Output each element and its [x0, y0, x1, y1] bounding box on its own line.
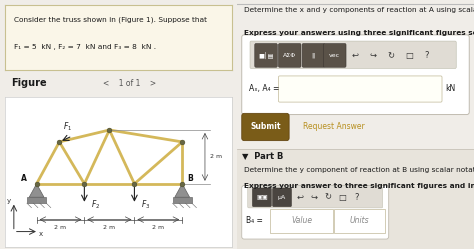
FancyBboxPatch shape	[255, 44, 277, 67]
Text: ||: ||	[311, 53, 316, 58]
Text: ↩: ↩	[352, 51, 359, 60]
FancyBboxPatch shape	[323, 44, 346, 67]
Text: Determine the x and y components of reaction at A using scalar notation.: Determine the x and y components of reac…	[244, 7, 474, 13]
Bar	[27, 197, 46, 203]
Text: Consider the truss shown in (Figure 1). Suppose that: Consider the truss shown in (Figure 1). …	[14, 17, 207, 23]
Bar	[173, 197, 192, 203]
FancyBboxPatch shape	[302, 44, 325, 67]
Text: ↪: ↪	[370, 51, 377, 60]
Text: ▼  Part B: ▼ Part B	[242, 151, 283, 160]
Text: B: B	[187, 174, 192, 183]
FancyBboxPatch shape	[273, 188, 292, 207]
Text: Submit: Submit	[250, 123, 281, 131]
Text: Aₓ, A₄ =: Aₓ, A₄ =	[249, 84, 279, 93]
Bar	[237, 149, 474, 249]
FancyBboxPatch shape	[250, 41, 456, 68]
Text: ?: ?	[355, 193, 359, 202]
Text: μA: μA	[278, 195, 286, 200]
Polygon shape	[29, 184, 44, 197]
FancyBboxPatch shape	[252, 188, 271, 207]
Text: $F_1$: $F_1$	[63, 121, 73, 133]
Text: x: x	[39, 231, 43, 237]
Bar	[270, 209, 333, 233]
Text: 2 m: 2 m	[55, 225, 66, 230]
Text: kN: kN	[445, 84, 456, 93]
FancyBboxPatch shape	[247, 187, 383, 208]
Text: Determine the y component of reaction at B using scalar notation.: Determine the y component of reaction at…	[244, 167, 474, 173]
Text: 2 m: 2 m	[210, 154, 222, 159]
Text: Request Answer: Request Answer	[303, 123, 365, 131]
Text: 2 m: 2 m	[152, 225, 164, 230]
Text: F₁ = 5  kN , F₂ = 7  kN and F₃ = 8  kN .: F₁ = 5 kN , F₂ = 7 kN and F₃ = 8 kN .	[14, 44, 156, 50]
Text: ■│▤: ■│▤	[258, 52, 274, 59]
Text: ↩: ↩	[296, 193, 303, 202]
Text: B₄ =: B₄ =	[246, 216, 264, 225]
FancyBboxPatch shape	[279, 76, 442, 102]
Text: □: □	[338, 193, 346, 202]
Text: Express your answers using three significant figures separated by a comma.: Express your answers using three signifi…	[244, 30, 474, 36]
Text: Express your answer to three significant figures and include the appropriate uni: Express your answer to three significant…	[244, 183, 474, 189]
Text: ↻: ↻	[325, 193, 332, 202]
FancyBboxPatch shape	[242, 186, 389, 239]
Text: AΣΦ: AΣΦ	[283, 53, 296, 58]
FancyBboxPatch shape	[242, 35, 469, 115]
Text: Figure: Figure	[11, 78, 47, 88]
Bar	[334, 209, 385, 233]
Text: Value: Value	[292, 216, 313, 225]
Text: ▣▣: ▣▣	[256, 195, 268, 200]
Text: $F_3$: $F_3$	[141, 199, 151, 211]
Text: <    1 of 1    >: < 1 of 1 >	[103, 79, 156, 88]
Text: vec: vec	[329, 53, 340, 58]
Text: ↻: ↻	[388, 51, 394, 60]
Text: $F_2$: $F_2$	[91, 199, 100, 211]
Text: Units: Units	[350, 216, 370, 225]
Text: 2 m: 2 m	[103, 225, 116, 230]
Text: ?: ?	[424, 51, 429, 60]
Text: ↪: ↪	[310, 193, 318, 202]
FancyBboxPatch shape	[279, 44, 301, 67]
FancyBboxPatch shape	[242, 113, 289, 141]
Polygon shape	[175, 184, 190, 197]
Text: □: □	[405, 51, 413, 60]
Text: y: y	[7, 198, 11, 204]
Text: A: A	[21, 174, 27, 183]
